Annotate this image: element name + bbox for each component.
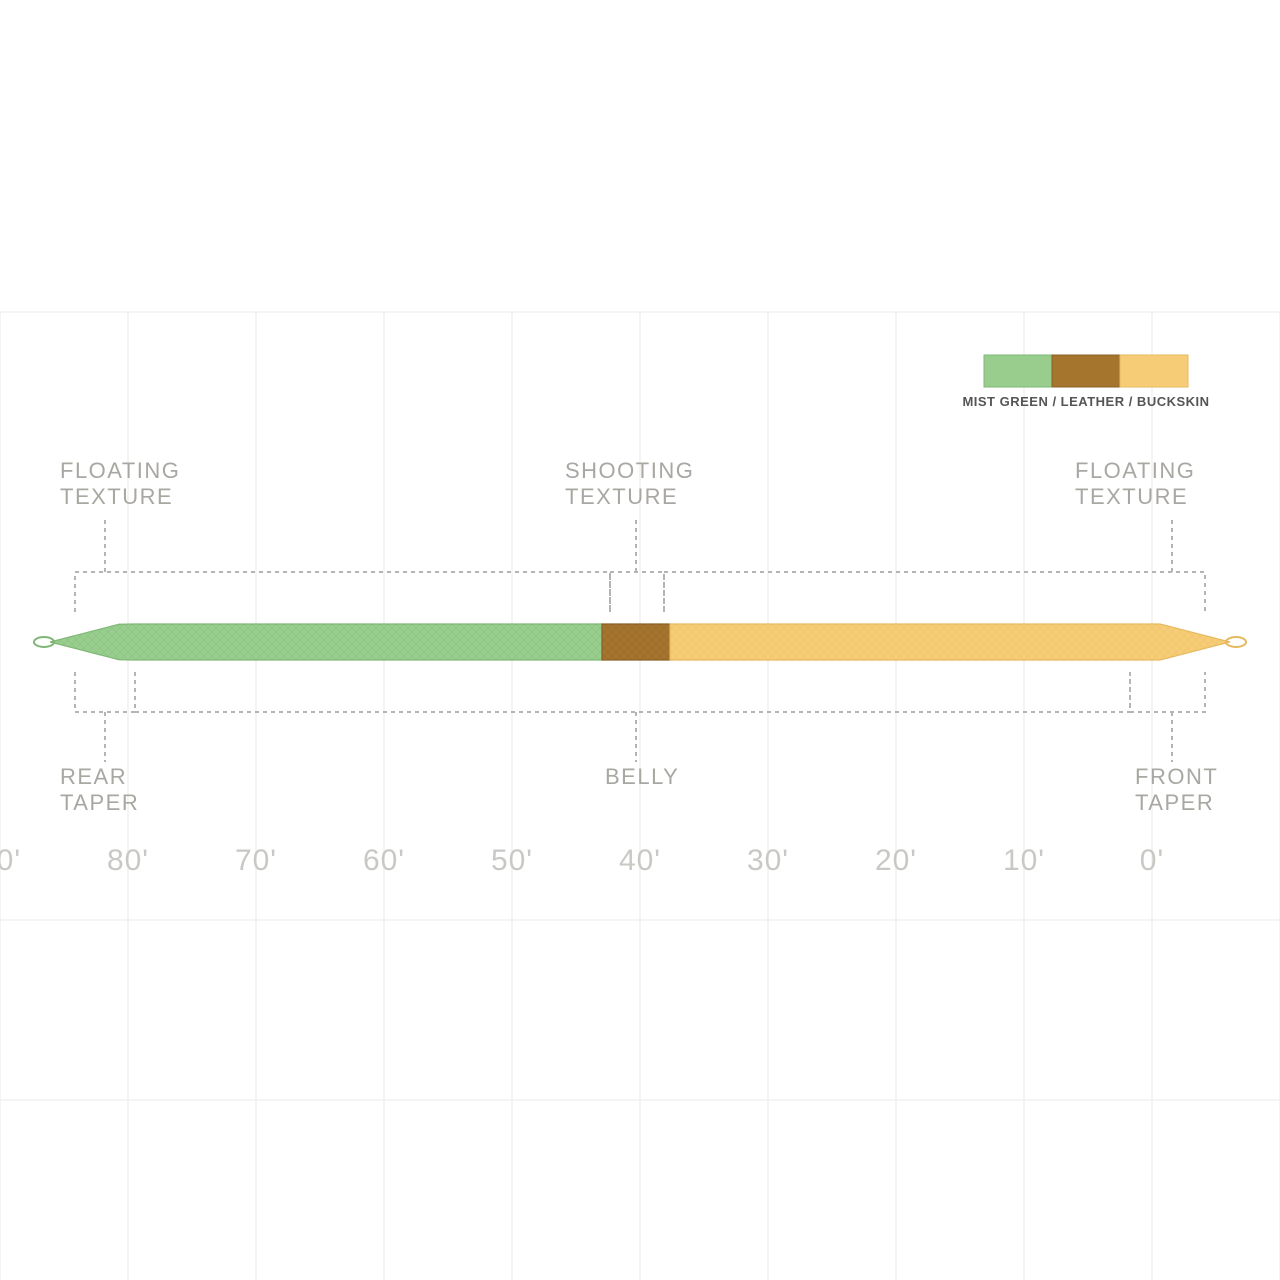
fly-line (34, 624, 1246, 660)
annotation-label: SHOOTING (565, 458, 694, 483)
legend-swatch (1120, 355, 1188, 387)
axis-tick: 20' (875, 844, 917, 877)
color-legend: MIST GREEN / LEATHER / BUCKSKIN (962, 355, 1209, 409)
annotation-label: TEXTURE (60, 484, 173, 509)
legend-label: MIST GREEN / LEATHER / BUCKSKIN (962, 394, 1209, 409)
annotation-label: TAPER (60, 790, 139, 815)
line-segment (670, 624, 1230, 660)
annotation-label: REAR (60, 764, 127, 789)
axis-tick: 70' (235, 844, 277, 877)
axis-tick: 40' (619, 844, 661, 877)
axis-tick: 80' (107, 844, 149, 877)
axis-tick: 60' (363, 844, 405, 877)
annotation-label: FLOATING (1075, 458, 1195, 483)
legend-swatch (984, 355, 1052, 387)
annotation-label: TEXTURE (565, 484, 678, 509)
axis-tick: 50' (491, 844, 533, 877)
annotation-label: FRONT (1135, 764, 1218, 789)
axis-tick: 0' (1140, 844, 1164, 877)
line-segment (50, 624, 602, 660)
legend-swatch (1052, 355, 1120, 387)
annotation-label: FLOATING (60, 458, 180, 483)
annotation-label: TEXTURE (1075, 484, 1188, 509)
annotation-label: BELLY (605, 764, 679, 789)
line-segment (602, 624, 670, 660)
axis-tick: 30' (747, 844, 789, 877)
axis-tick: 10' (1003, 844, 1045, 877)
fly-line-diagram: 90' 80' 70' 60' 50' 40' 30' 20' 10' 0' MIST GREEN … (0, 0, 1280, 1280)
annotation-label: TAPER (1135, 790, 1214, 815)
axis-tick: 90' (0, 844, 21, 877)
